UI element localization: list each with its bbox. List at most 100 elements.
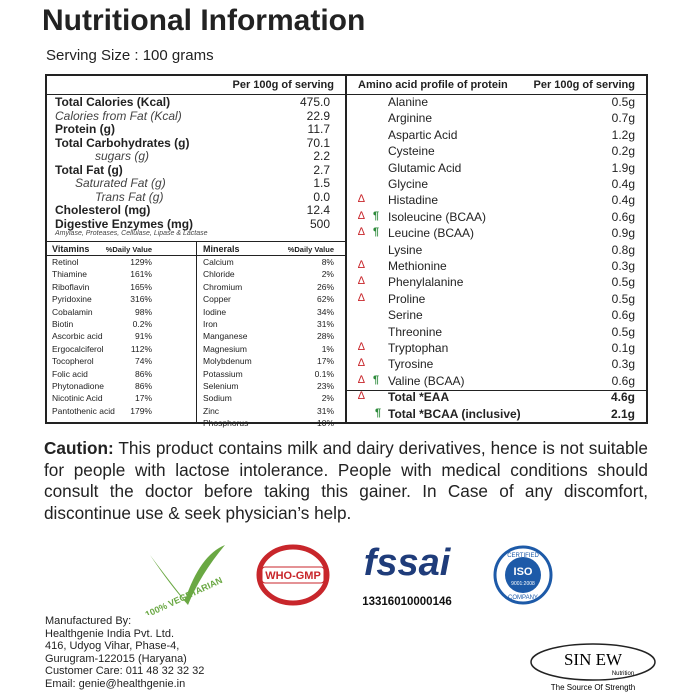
minerals-value: 2% bbox=[321, 393, 334, 404]
nutrient-name: Total Calories (Kcal) bbox=[55, 95, 171, 109]
iso-text: ISO bbox=[514, 566, 533, 578]
vitamins-value: 98% bbox=[134, 306, 152, 317]
amino-value: 0.6g bbox=[611, 308, 635, 323]
column-heading: Per 100g of serving bbox=[232, 79, 335, 91]
vitamins-value: 0.2% bbox=[132, 319, 152, 329]
rule bbox=[45, 94, 648, 95]
rule bbox=[45, 241, 345, 242]
nutrient-value: 2.7 bbox=[313, 162, 330, 177]
vitamins-value: 165% bbox=[130, 281, 152, 292]
logos: 100% VEGETARIAN WHO-GMP fssai 1331601000… bbox=[144, 542, 553, 615]
amino-name: Threonine bbox=[388, 324, 443, 339]
manufacturer-line: 416, Udyog Vihar, Phase-4, bbox=[45, 640, 180, 653]
amino-value: 0.2g bbox=[611, 144, 635, 159]
minerals-value: 2% bbox=[321, 269, 334, 280]
rule bbox=[196, 241, 197, 424]
serving-size: Serving Size : 100 grams bbox=[46, 47, 214, 64]
amino-value: 0.3g bbox=[611, 357, 635, 372]
manufacturer-line: Manufactured By: bbox=[45, 615, 132, 627]
fssai-text: fssai bbox=[364, 542, 452, 584]
manufacturer-line: Email: genie@healthgenie.in bbox=[45, 677, 186, 690]
minerals-value: 0.1% bbox=[314, 368, 334, 379]
nutrient-name: Total Fat (g) bbox=[55, 162, 123, 177]
minerals-name: Molybdenum bbox=[203, 356, 252, 367]
manufacturer-line: Gurugram-122015 (Haryana) bbox=[45, 652, 187, 665]
rule bbox=[345, 390, 648, 391]
vitamins-value: 17% bbox=[134, 393, 152, 404]
minerals-heading: %Daily Value bbox=[287, 245, 334, 254]
amino-name: Total *EAA bbox=[388, 390, 450, 405]
veg-text: 100% VEGETARIAN bbox=[144, 575, 224, 615]
iso-top: CERTIFIED bbox=[507, 553, 539, 559]
eaa-marker: ∆ bbox=[358, 390, 365, 403]
amino-name: Methionine bbox=[388, 259, 447, 273]
minerals-name: Phosphorus bbox=[203, 418, 249, 429]
nutrient-name: Protein (g) bbox=[55, 122, 115, 136]
nutrient-value: 12.4 bbox=[306, 203, 330, 217]
amino-value: 0.5g bbox=[611, 275, 635, 290]
vitamins-value: 112% bbox=[130, 343, 152, 354]
vitamins-name: Tocopherol bbox=[52, 356, 94, 367]
minerals-value: 28% bbox=[316, 331, 334, 342]
vitamins-name: Ascorbic acid bbox=[52, 331, 103, 342]
iso-bottom: COMPANY bbox=[508, 595, 538, 601]
brand-ring bbox=[530, 643, 656, 681]
tagline: The Source Of Strength bbox=[551, 683, 636, 692]
amino-value: 0.1g bbox=[611, 341, 635, 355]
amino-value: 4.6g bbox=[610, 390, 635, 405]
minerals-name: Selenium bbox=[203, 381, 239, 391]
nutrient-name: Cholesterol (mg) bbox=[55, 203, 151, 217]
nutrient-name: Trans Fat (g) bbox=[95, 189, 164, 204]
amino-value: 1.2g bbox=[611, 127, 635, 142]
amino-name: Tyrosine bbox=[388, 357, 434, 372]
minerals-value: 1% bbox=[321, 343, 334, 354]
minerals-value: 23% bbox=[316, 381, 334, 391]
license-text: 13316010000146 bbox=[362, 596, 452, 608]
brand-sub: Nutrition bbox=[612, 671, 634, 677]
eaa-marker: ∆ bbox=[358, 357, 365, 370]
brand-logo: SIN EW Nutrition The Source Of Strength bbox=[530, 643, 656, 692]
eaa-marker: ∆ bbox=[358, 373, 365, 386]
manufacturer: Manufactured By: Healthgenie India Pvt. L… bbox=[45, 615, 204, 691]
minerals-value: 62% bbox=[316, 294, 334, 305]
minerals-name: Iodine bbox=[203, 306, 227, 317]
amino-value: 1.9g bbox=[611, 160, 635, 175]
minerals-heading: Minerals bbox=[203, 244, 240, 254]
minerals-name: Calcium bbox=[203, 257, 234, 267]
minerals-name: Chloride bbox=[203, 269, 235, 280]
vitamins-value: 86% bbox=[134, 381, 152, 391]
minerals-name: Manganese bbox=[203, 331, 248, 342]
eaa-marker: ∆ bbox=[358, 209, 365, 222]
amino-value: 0.4g bbox=[611, 177, 635, 191]
vitamins-name: Ergocalciferol bbox=[52, 343, 104, 354]
iso-std: 9001:2008 bbox=[511, 581, 535, 587]
vitamins-value: 179% bbox=[130, 405, 152, 416]
nutrient-name: sugars (g) bbox=[95, 149, 150, 163]
vitamins-value: 129% bbox=[130, 257, 152, 267]
brand: SIN EW bbox=[564, 650, 623, 669]
amino-value: 0.8g bbox=[611, 242, 635, 257]
nutrient-value: 0.0 bbox=[313, 189, 330, 204]
minerals-value: 10% bbox=[316, 418, 334, 429]
vitamins-value: 316% bbox=[130, 294, 152, 305]
vitamins-name: Nicotinic Acid bbox=[52, 393, 103, 404]
bcaa-marker: ¶ bbox=[373, 373, 380, 386]
minerals-name: Magnesium bbox=[203, 343, 247, 354]
amino-value: 0.9g bbox=[611, 226, 635, 241]
amino-heading: Amino acid profile of protein bbox=[358, 79, 508, 91]
amino-name: Isoleucine (BCAA) bbox=[388, 209, 487, 224]
vitamins-name: Cobalamin bbox=[52, 306, 93, 317]
vitamins-name: Biotin bbox=[52, 319, 74, 329]
vitamins-name: Riboflavin bbox=[52, 281, 90, 292]
eaa-marker: ∆ bbox=[358, 275, 365, 288]
amino-value: 0.5g bbox=[611, 95, 635, 109]
who-band bbox=[261, 566, 325, 584]
minerals-name: Copper bbox=[203, 294, 231, 305]
amino-heading: Per 100g of serving bbox=[533, 79, 636, 91]
amino-name: Tryptophan bbox=[388, 341, 449, 355]
nutrient-name: Total Carbohydrates (g) bbox=[55, 135, 190, 150]
minerals-name: Sodium bbox=[203, 393, 232, 404]
nutrient-value: 22.9 bbox=[306, 108, 330, 123]
nutrient-value: 11.7 bbox=[307, 122, 330, 136]
